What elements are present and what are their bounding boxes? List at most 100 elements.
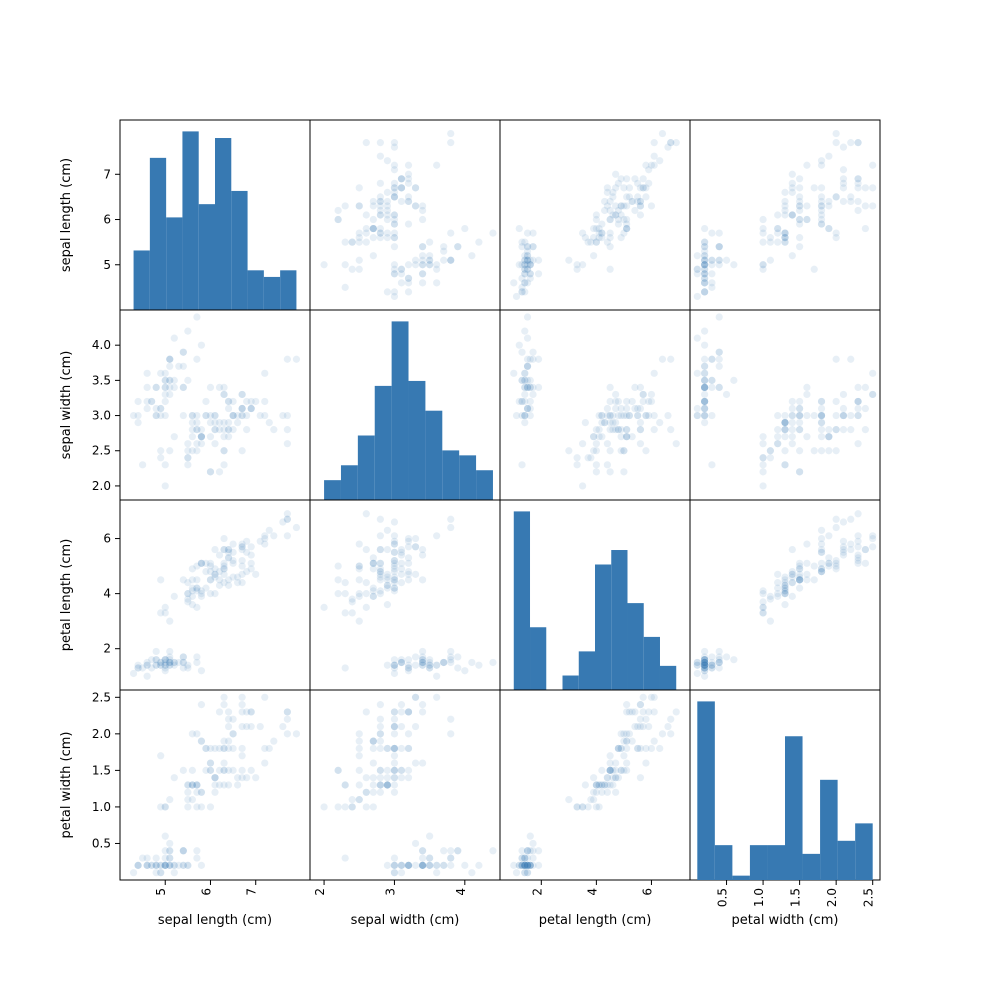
scatter-point: [833, 398, 840, 405]
y-tick-label: 2.0: [92, 727, 111, 741]
scatter-point: [419, 701, 426, 708]
scatter-point: [862, 560, 869, 567]
histogram-bar: [341, 465, 358, 500]
scatter-point: [593, 461, 600, 468]
scatter-point: [363, 590, 370, 597]
scatter-point: [701, 662, 708, 669]
scatter-point: [342, 609, 349, 616]
scatter-point: [612, 405, 619, 412]
scatter-point: [634, 412, 641, 419]
scatter-point: [579, 229, 586, 236]
scatter-point: [615, 412, 622, 419]
scatter-point: [180, 767, 187, 774]
scatter-point: [391, 854, 398, 861]
scatter-point: [701, 239, 708, 246]
scatter-point: [631, 723, 638, 730]
scatter-point: [335, 216, 342, 223]
scatter-point: [803, 433, 810, 440]
scatter-point: [847, 426, 854, 433]
scatter-point: [593, 447, 600, 454]
scatter-point: [518, 377, 525, 384]
scatter-point: [198, 342, 205, 349]
scatter-point: [419, 708, 426, 715]
scatter-point: [708, 662, 715, 669]
histogram-bar: [820, 780, 838, 880]
scatter-point: [391, 162, 398, 169]
scatter-point: [716, 659, 723, 666]
x-tick-label: 6: [640, 888, 654, 896]
scatter-point: [391, 243, 398, 250]
scatter-point: [708, 229, 715, 236]
scatter-point: [248, 560, 255, 567]
scatter-point: [377, 225, 384, 232]
scatter-point: [694, 662, 701, 669]
scatter-point: [189, 565, 196, 572]
scatter-point: [527, 377, 534, 384]
x-axis-label: petal width (cm): [732, 913, 839, 928]
scatter-point: [162, 377, 169, 384]
scatter-point: [166, 363, 173, 370]
scatter-point: [398, 745, 405, 752]
scatter-point: [659, 130, 666, 137]
scatter-point: [623, 745, 630, 752]
scatter-point: [667, 139, 674, 146]
scatter-point: [356, 239, 363, 246]
scatter-point: [825, 225, 832, 232]
scatter-point: [193, 781, 200, 788]
scatter-point: [803, 216, 810, 223]
scatter-point: [144, 370, 151, 377]
scatter-point: [716, 648, 723, 655]
scatter-point: [862, 546, 869, 553]
scatter-point: [781, 447, 788, 454]
scatter-point: [716, 363, 723, 370]
scatter-point: [433, 869, 440, 876]
scatter-point: [175, 363, 182, 370]
scatter-point: [412, 543, 419, 550]
scatter-point: [774, 229, 781, 236]
x-tick-label: 6: [199, 888, 213, 896]
scatter-point: [489, 229, 496, 236]
scatter-point: [166, 847, 173, 854]
scatter-point: [211, 590, 218, 597]
scatter-point: [869, 162, 876, 169]
histogram-bar: [697, 701, 715, 880]
scatter-point: [216, 468, 223, 475]
scatter-point: [426, 862, 433, 869]
scatter-point: [234, 781, 241, 788]
scatter-point: [384, 527, 391, 534]
scatter-point: [454, 664, 461, 671]
scatter-point: [447, 130, 454, 137]
scatter-point: [384, 229, 391, 236]
scatter-point: [759, 468, 766, 475]
histogram-bar: [767, 845, 785, 880]
scatter-point: [730, 261, 737, 268]
scatter-point: [825, 562, 832, 569]
scatter-point: [153, 384, 160, 391]
scatter-point: [694, 370, 701, 377]
scatter-point: [825, 532, 832, 539]
histogram-bar: [476, 470, 493, 500]
scatter-point: [349, 598, 356, 605]
scatter-point: [774, 211, 781, 218]
scatter-point: [604, 440, 611, 447]
scatter-point: [862, 184, 869, 191]
scatter-point: [153, 854, 160, 861]
scatter-point: [524, 847, 531, 854]
scatter-point: [225, 549, 232, 556]
scatter-point: [774, 426, 781, 433]
scatter-point: [342, 803, 349, 810]
scatter-point: [419, 759, 426, 766]
scatter-point: [419, 207, 426, 214]
scatter-point: [391, 288, 398, 295]
scatter-point: [626, 193, 633, 200]
scatter-point: [673, 708, 680, 715]
scatter-point: [593, 468, 600, 475]
scatter-point: [637, 701, 644, 708]
scatter-point: [391, 869, 398, 876]
scatter-point: [198, 738, 205, 745]
scatter-point: [631, 384, 638, 391]
scatter-point: [363, 510, 370, 517]
scatter-point: [701, 398, 708, 405]
scatter-point: [651, 694, 658, 701]
scatter-point: [811, 576, 818, 583]
